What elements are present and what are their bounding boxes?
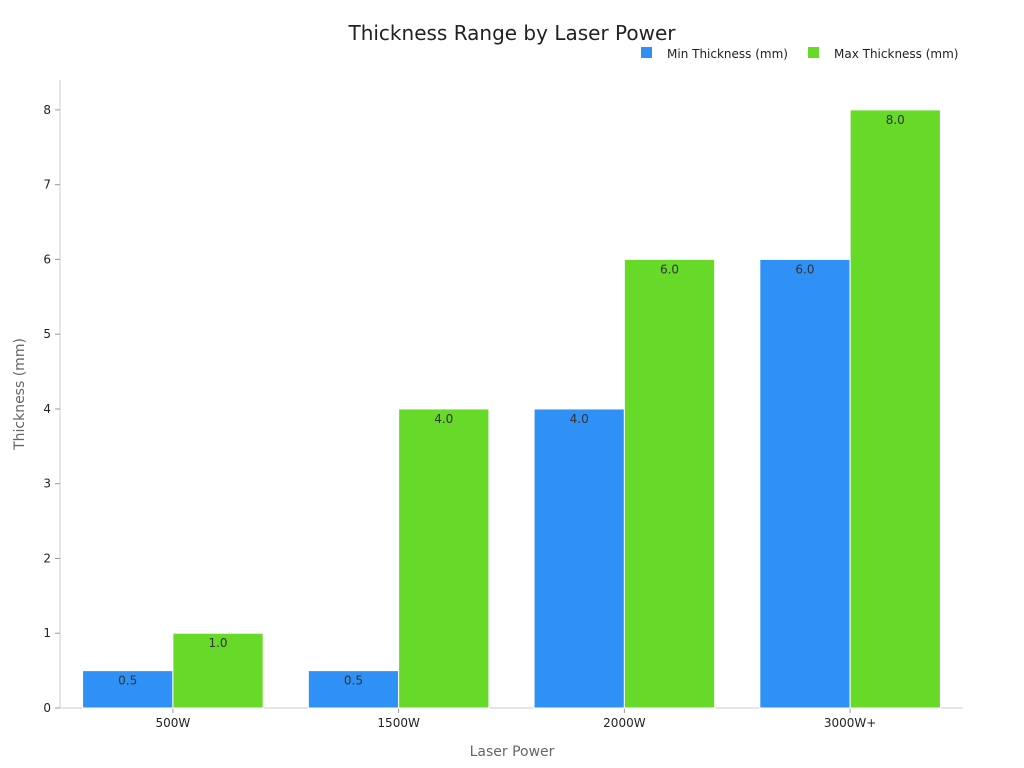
legend-label-min: Min Thickness (mm) [667,47,788,61]
y-tick-label: 6 [43,252,51,266]
legend-swatch-max [808,47,819,58]
bar-value-label: 1.0 [208,636,227,650]
bar-min-1[interactable] [307,670,400,709]
bar-max-1[interactable] [398,408,490,709]
y-tick-label: 5 [43,327,51,341]
bar-max-2[interactable] [623,258,716,709]
bars [82,109,941,709]
bar-value-label: 6.0 [795,262,814,276]
x-axis-title: Laser Power [470,744,555,760]
bar-min-3[interactable] [759,258,851,709]
x-tick-label: 1500W [377,716,420,730]
y-tick-label: 2 [43,551,51,565]
x-tick-label: 3000W+ [824,716,876,730]
chart-title: Thickness Range by Laser Power [347,21,676,45]
bar-value-label: 4.0 [570,412,589,426]
bar-value-label: 4.0 [434,412,453,426]
bar-min-0[interactable] [82,670,174,709]
bar-min-2[interactable] [533,408,625,709]
legend-swatch-min [641,47,652,58]
x-tick-label: 500W [155,716,190,730]
bar-value-label: 0.5 [118,674,137,688]
bar-value-label: 0.5 [344,674,363,688]
bar-max-3[interactable] [849,109,941,709]
y-tick-label: 3 [43,477,51,491]
x-ticks: 500W 1500W 2000W 3000W+ [155,708,876,730]
bar-labels: 0.5 1.0 0.5 4.0 4.0 6.0 6.0 8.0 [118,113,905,688]
x-tick-label: 2000W [603,716,646,730]
y-axis-title: Thickness (mm) [12,338,28,451]
legend-label-max: Max Thickness (mm) [834,47,959,61]
y-tick-label: 4 [43,402,51,416]
bar-value-label: 8.0 [886,113,905,127]
y-tick-label: 1 [43,626,51,640]
y-tick-label: 7 [43,178,51,192]
bar-value-label: 6.0 [660,262,679,276]
y-tick-label: 0 [43,701,51,715]
bar-max-0[interactable] [172,632,264,709]
y-tick-label: 8 [43,103,51,117]
legend: Min Thickness (mm) Max Thickness (mm) [641,47,959,61]
y-ticks: 0 1 2 3 4 5 6 7 8 [43,103,60,715]
